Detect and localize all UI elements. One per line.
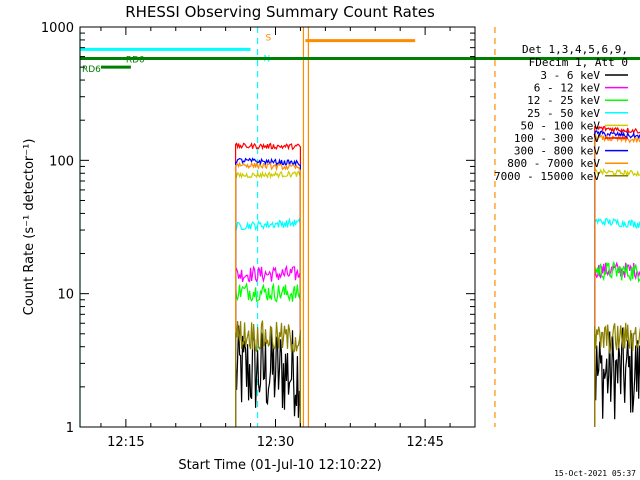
legend-label-5: 100 - 300 keV (514, 132, 600, 145)
legend-label-7: 800 - 7000 keV (507, 157, 600, 170)
y-tick-label-2: 100 (49, 154, 74, 169)
chart-title: RHESSI Observing Summary Count Rates (125, 3, 435, 21)
plot-frame (79, 26, 476, 428)
axes: 12:15 12:30 12:45 1 10 100 1000 (41, 21, 476, 450)
timestamp: 15-Oct-2021 05:37 (554, 469, 636, 478)
x-tick-label-0: 12:15 (107, 435, 144, 450)
legend-label-4: 50 - 100 keV (521, 119, 601, 132)
legend-label-6: 300 - 800 keV (514, 145, 600, 158)
flag-label-rd0: RD0 (126, 56, 145, 66)
series-line-7-segment-0 (235, 161, 301, 427)
y-tick-label-1: 10 (57, 288, 74, 303)
series-line-5-segment-0 (235, 141, 301, 427)
flag-label-rd6: RD6 (82, 65, 101, 75)
legend-label-3: 25 - 50 keV (527, 107, 600, 120)
legend-label-8: 7000 - 15000 keV (494, 170, 600, 183)
series-line-4-segment-0 (235, 170, 301, 427)
y-tick-label-0: 1 (66, 421, 74, 436)
flag-label-s: S (266, 34, 272, 44)
series-line-1-segment-0 (235, 264, 301, 427)
legend-label-1: 6 - 12 keV (534, 82, 601, 95)
legend-header-line-1: Det 1,3,4,5,6,9, (522, 43, 628, 56)
legend-header-line-2: FDecim 1, Att 0 (529, 56, 628, 69)
y-tick-label-3: 1000 (41, 21, 74, 36)
x-tick-label-2: 12:45 (406, 435, 443, 450)
series-line-3-segment-0 (235, 217, 301, 427)
legend-label-2: 12 - 25 keV (527, 94, 600, 107)
plot-marks: NSRD0RD6 (79, 27, 640, 427)
series-line-8-segment-0 (235, 320, 301, 427)
y-axis-label: Count Rate (s⁻¹ detector⁻¹) (22, 139, 37, 316)
x-axis-label: Start Time (01-Jul-10 12:10:22) (178, 458, 381, 473)
series-line-2-segment-0 (235, 281, 301, 427)
legend-label-0: 3 - 6 keV (540, 69, 600, 82)
x-tick-label-1: 12:30 (257, 435, 294, 450)
series-line-6-segment-0 (235, 157, 301, 427)
series-line-0-segment-0 (235, 325, 301, 427)
